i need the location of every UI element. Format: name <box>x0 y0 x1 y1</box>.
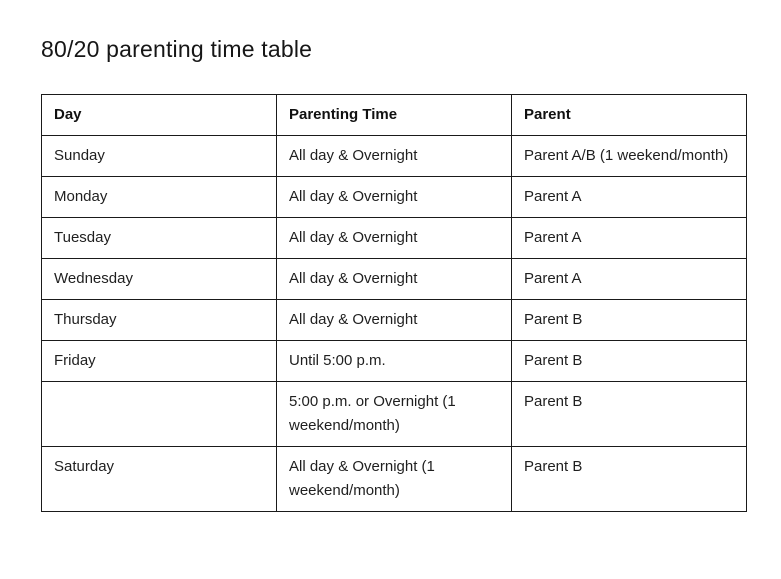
column-header-parent: Parent <box>511 94 747 136</box>
cell-parent: Parent A <box>511 217 747 259</box>
cell-parenting-time: All day & Overnight <box>276 135 512 177</box>
cell-parent: Parent B <box>511 446 747 512</box>
table-header-row: Day Parenting Time Parent <box>41 94 747 136</box>
table-row-friday-day: Friday Until 5:00 p.m. Parent B <box>41 340 747 382</box>
cell-day: Saturday <box>41 446 277 512</box>
table-row-thursday: Thursday All day & Overnight Parent B <box>41 299 747 341</box>
cell-parenting-time: All day & Overnight <box>276 217 512 259</box>
parenting-time-table: Day Parenting Time Parent Sunday All day… <box>41 94 747 512</box>
cell-parenting-time: All day & Overnight <box>276 176 512 218</box>
cell-parenting-time: All day & Overnight <box>276 258 512 300</box>
cell-day: Sunday <box>41 135 277 177</box>
column-header-parenting-time: Parenting Time <box>276 94 512 136</box>
cell-parenting-time: All day & Overnight (1 weekend/month) <box>276 446 512 512</box>
cell-day: Tuesday <box>41 217 277 259</box>
cell-day: Thursday <box>41 299 277 341</box>
cell-parenting-time: 5:00 p.m. or Overnight (1 weekend/month) <box>276 381 512 447</box>
cell-parent: Parent A/B (1 weekend/month) <box>511 135 747 177</box>
table-row-tuesday: Tuesday All day & Overnight Parent A <box>41 217 747 259</box>
cell-day: Monday <box>41 176 277 218</box>
cell-parent: Parent B <box>511 299 747 341</box>
page-title: 80/20 parenting time table <box>41 36 313 62</box>
cell-day: Friday <box>41 340 277 382</box>
table-row-wednesday: Wednesday All day & Overnight Parent A <box>41 258 747 300</box>
cell-parenting-time: Until 5:00 p.m. <box>276 340 512 382</box>
cell-parent: Parent A <box>511 258 747 300</box>
table-row-friday-evening: 5:00 p.m. or Overnight (1 weekend/month)… <box>41 381 747 447</box>
cell-parent: Parent B <box>511 381 747 447</box>
cell-day-empty <box>41 381 277 447</box>
cell-day: Wednesday <box>41 258 277 300</box>
column-header-day: Day <box>41 94 277 136</box>
table-row-sunday: Sunday All day & Overnight Parent A/B (1… <box>41 135 747 177</box>
cell-parenting-time: All day & Overnight <box>276 299 512 341</box>
table-row-saturday: Saturday All day & Overnight (1 weekend/… <box>41 446 747 512</box>
table-row-monday: Monday All day & Overnight Parent A <box>41 176 747 218</box>
cell-parent: Parent B <box>511 340 747 382</box>
cell-parent: Parent A <box>511 176 747 218</box>
